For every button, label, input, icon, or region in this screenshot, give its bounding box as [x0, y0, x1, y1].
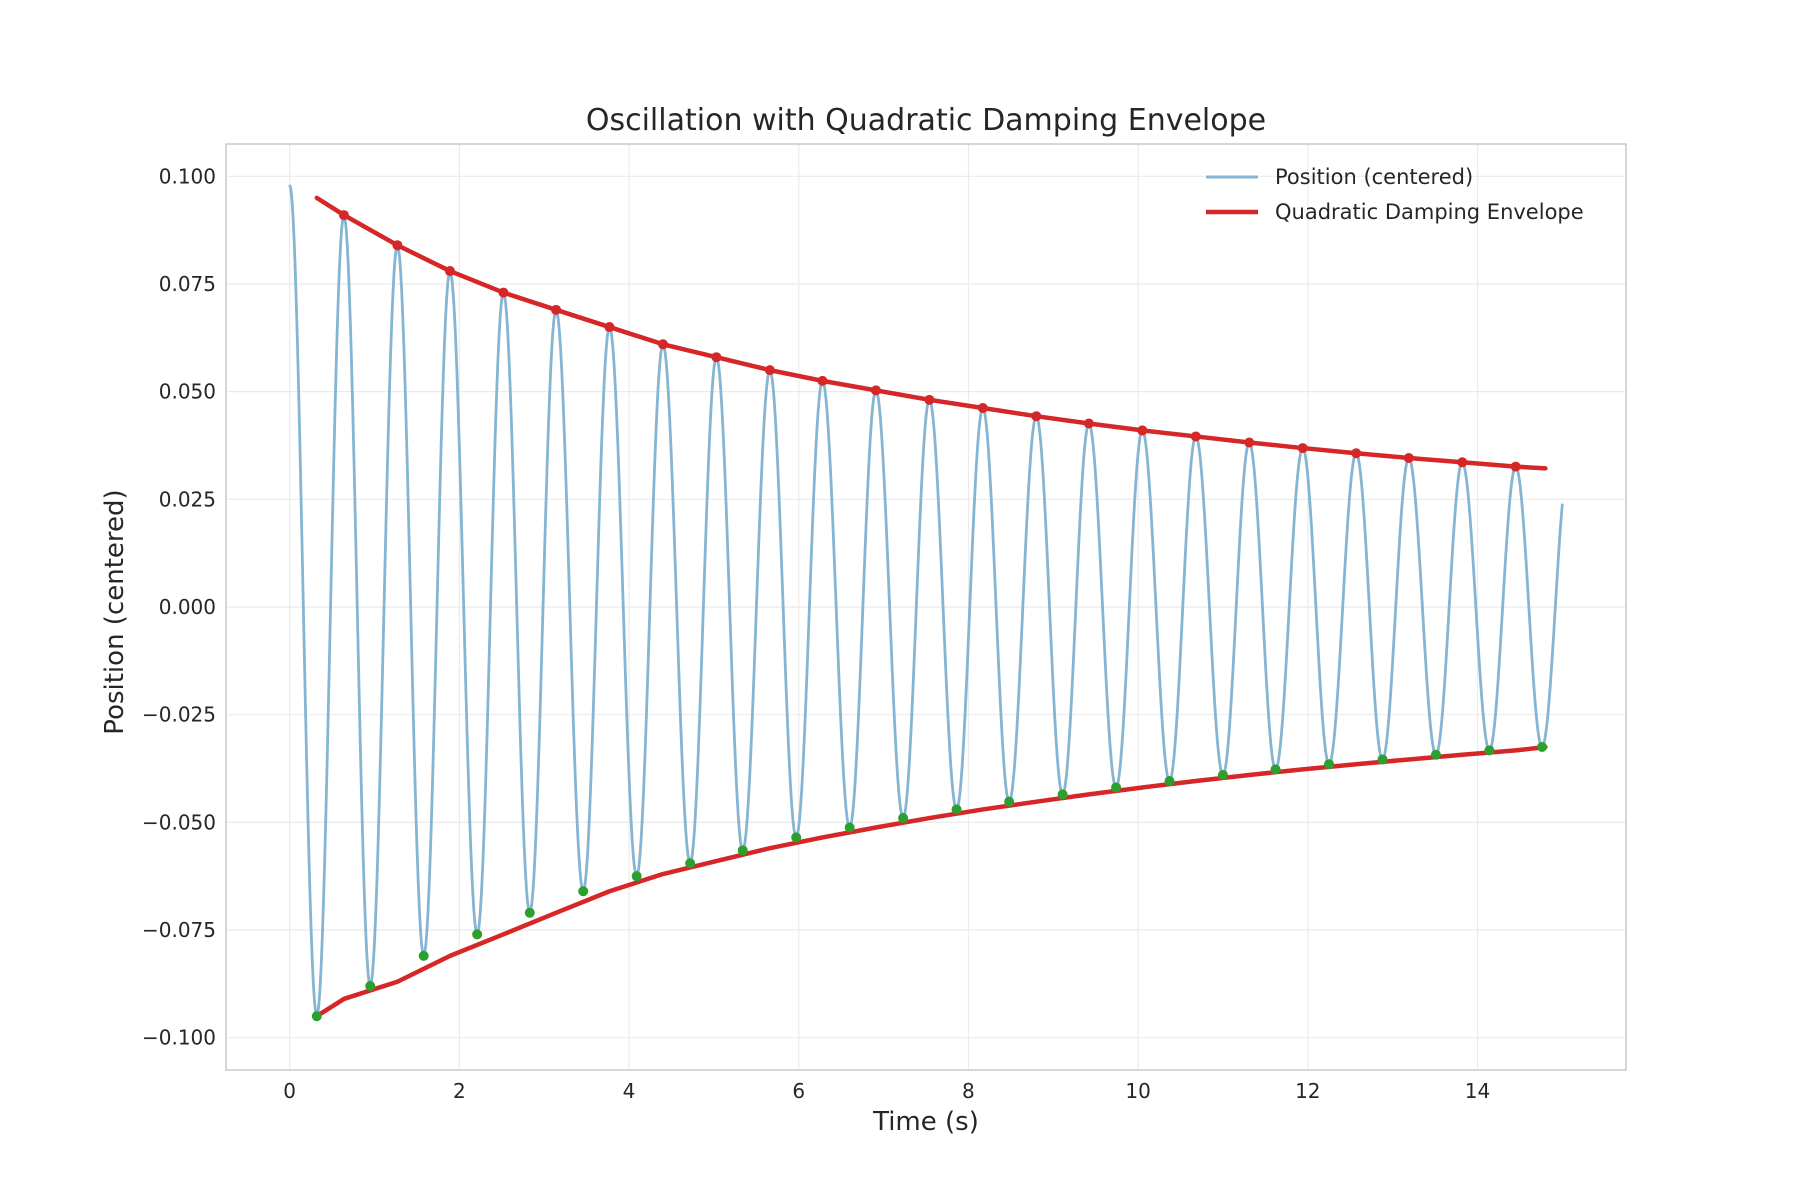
x-tick-label: 14: [1465, 1079, 1490, 1103]
trough-marker: [1270, 764, 1281, 775]
peak-marker: [817, 375, 828, 386]
trough-marker: [951, 804, 962, 815]
peak-marker: [1403, 452, 1414, 463]
peak-marker: [498, 287, 509, 298]
trough-marker: [1217, 769, 1228, 780]
trough-marker: [1537, 741, 1547, 752]
trough-marker: [791, 832, 802, 843]
peak-marker: [1297, 443, 1308, 454]
y-tick-label: 0.000: [159, 595, 216, 619]
x-tick-label: 12: [1295, 1079, 1320, 1103]
peak-marker: [338, 210, 349, 221]
y-tick-label: −0.100: [142, 1026, 216, 1050]
peak-marker: [924, 394, 935, 405]
legend: Position (centered) Quadratic Damping En…: [1206, 165, 1584, 224]
peak-marker: [1137, 425, 1148, 436]
peak-marker: [1083, 418, 1094, 429]
legend-label-envelope: Quadratic Damping Envelope: [1275, 200, 1584, 224]
trough-marker: [844, 822, 855, 833]
y-tick-label: 0.100: [159, 164, 216, 188]
trough-marker: [472, 929, 483, 940]
peak-marker: [1031, 411, 1042, 422]
x-tick-label: 6: [792, 1079, 805, 1103]
x-tick-label: 10: [1125, 1079, 1150, 1103]
x-tick-label: 8: [962, 1079, 975, 1103]
legend-label-position: Position (centered): [1275, 165, 1473, 189]
x-axis-ticks: 0 2 4 6 8 10 12 14: [283, 1079, 1490, 1103]
peak-marker: [711, 352, 722, 363]
peak-marker: [1510, 461, 1521, 472]
trough-marker: [737, 845, 748, 856]
peak-marker: [604, 322, 615, 333]
y-axis-ticks: −0.100 −0.075 −0.050 −0.025 0.000 0.025 0.050 0…: [142, 164, 216, 1049]
y-tick-label: 0.050: [159, 380, 216, 404]
peak-marker: [1244, 437, 1255, 448]
trough-marker: [418, 950, 429, 961]
peak-marker: [551, 304, 562, 315]
peak-marker: [392, 240, 403, 251]
peak-marker: [1457, 457, 1468, 468]
peak-marker: [870, 385, 881, 396]
trough-marker: [365, 981, 376, 992]
x-tick-label: 2: [453, 1079, 466, 1103]
trough-marker: [898, 813, 909, 824]
envelope-lower-line: [314, 744, 1548, 1019]
markers-layer: [311, 210, 1547, 1022]
trough-marker: [1377, 754, 1388, 765]
peak-marker: [764, 365, 775, 376]
peak-marker: [977, 403, 988, 414]
trough-marker: [1057, 789, 1068, 800]
trough-marker: [578, 886, 589, 897]
plot-frame: [225, 143, 1627, 1071]
x-tick-label: 0: [283, 1079, 296, 1103]
trough-marker: [1164, 776, 1175, 787]
trough-marker: [1484, 745, 1495, 756]
y-tick-label: 0.075: [159, 272, 216, 296]
y-tick-label: −0.075: [142, 918, 216, 942]
x-tick-label: 4: [623, 1079, 636, 1103]
peak-marker: [1351, 448, 1362, 459]
y-tick-label: −0.025: [142, 703, 216, 727]
chart-title: Oscillation with Quadratic Damping Envel…: [586, 103, 1266, 138]
trough-marker: [685, 858, 696, 869]
trough-marker: [1111, 782, 1122, 793]
grid: [226, 144, 1626, 1070]
peak-marker: [445, 266, 455, 277]
trough-marker: [1004, 796, 1015, 807]
y-tick-label: 0.025: [159, 487, 216, 511]
trough-marker: [1324, 759, 1335, 770]
y-axis-label: Position (centered): [100, 489, 130, 734]
trough-marker: [524, 907, 535, 918]
x-axis-label: Time (s): [872, 1107, 979, 1137]
trough-marker: [1430, 749, 1441, 760]
trough-marker: [311, 1011, 322, 1022]
peak-marker: [657, 339, 668, 350]
trough-marker: [631, 871, 642, 882]
y-tick-label: −0.050: [142, 810, 216, 834]
peak-marker: [1190, 431, 1201, 442]
